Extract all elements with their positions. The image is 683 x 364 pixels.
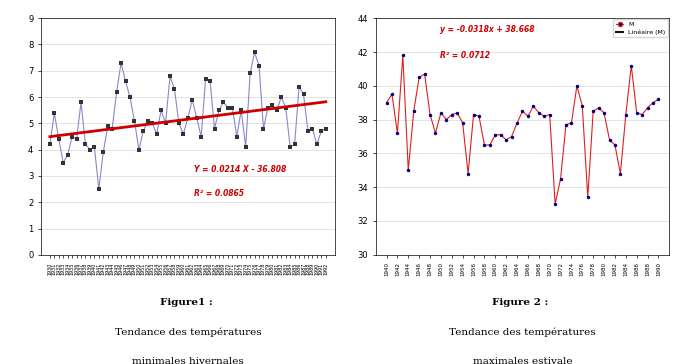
Text: Figure1 :: Figure1 : (160, 298, 216, 308)
Text: Tendance des températures: Tendance des températures (449, 328, 596, 337)
Text: Figure 2 :: Figure 2 : (492, 298, 553, 308)
Text: R² = 0.0712: R² = 0.0712 (441, 51, 490, 60)
Legend: M, Linéaire (M): M, Linéaire (M) (613, 19, 668, 37)
Text: minimales hivernales: minimales hivernales (132, 357, 244, 364)
Text: maximales estivale: maximales estivale (473, 357, 572, 364)
Text: Y = 0.0214 X - 36.808: Y = 0.0214 X - 36.808 (194, 165, 286, 174)
Text: R² = 0.0865: R² = 0.0865 (194, 189, 244, 198)
Text: y = -0.0318x + 38.668: y = -0.0318x + 38.668 (441, 25, 535, 34)
Text: Tendance des températures: Tendance des températures (115, 328, 261, 337)
